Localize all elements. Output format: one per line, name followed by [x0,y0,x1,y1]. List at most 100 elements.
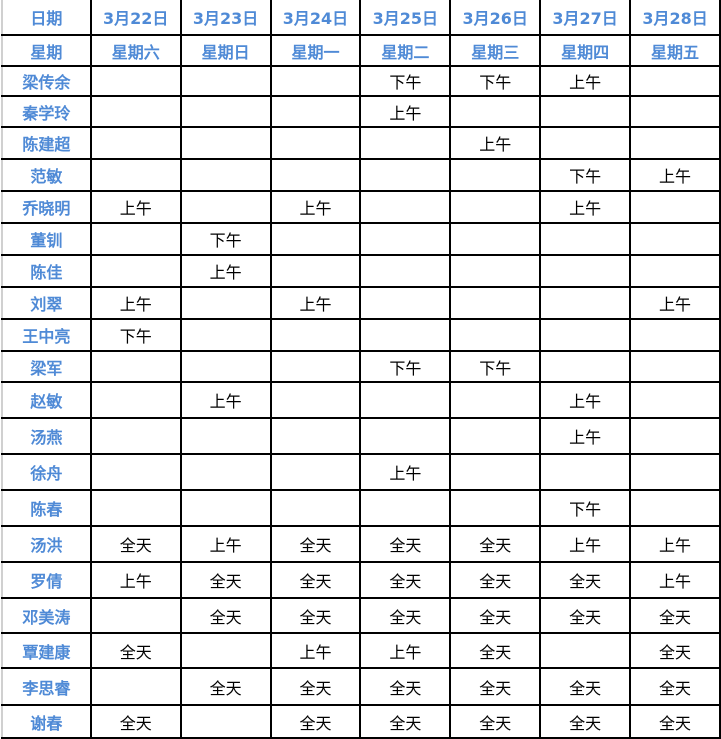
shift-cell[interactable] [89,95,182,128]
shift-cell[interactable] [629,95,721,128]
shift-cell[interactable] [89,489,182,527]
shift-cell[interactable] [629,318,721,352]
shift-cell[interactable] [179,318,272,352]
shift-cell[interactable]: 全天 [269,597,362,634]
shift-cell[interactable]: 全天 [629,632,721,669]
shift-cell[interactable] [359,417,452,455]
shift-cell[interactable]: 全天 [89,632,182,669]
shift-cell[interactable]: 全天 [539,704,632,739]
shift-cell[interactable] [269,158,362,192]
shift-cell[interactable] [449,222,542,256]
shift-cell[interactable]: 下午 [359,65,452,97]
shift-cell[interactable]: 全天 [269,525,362,563]
shift-cell[interactable]: 全天 [449,597,542,634]
shift-cell[interactable] [269,65,362,97]
shift-cell[interactable] [179,632,272,669]
shift-cell[interactable] [629,350,721,383]
shift-cell[interactable]: 上午 [179,381,272,419]
shift-cell[interactable] [269,417,362,455]
shift-cell[interactable] [449,254,542,288]
shift-cell[interactable]: 上午 [539,190,632,224]
shift-cell[interactable] [269,254,362,288]
shift-cell[interactable]: 上午 [629,286,721,320]
shift-cell[interactable]: 全天 [629,667,721,706]
shift-cell[interactable]: 全天 [89,525,182,563]
shift-cell[interactable] [359,222,452,256]
shift-cell[interactable]: 全天 [269,561,362,599]
shift-cell[interactable]: 全天 [449,561,542,599]
shift-cell[interactable] [89,222,182,256]
shift-cell[interactable]: 上午 [629,158,721,192]
shift-cell[interactable] [449,417,542,455]
shift-cell[interactable] [449,381,542,419]
shift-cell[interactable]: 上午 [539,381,632,419]
shift-cell[interactable]: 全天 [179,667,272,706]
shift-cell[interactable]: 上午 [89,190,182,224]
shift-cell[interactable]: 上午 [539,65,632,97]
shift-cell[interactable] [89,381,182,419]
shift-cell[interactable]: 上午 [359,632,452,669]
shift-cell[interactable]: 上午 [539,417,632,455]
shift-cell[interactable] [449,453,542,491]
shift-cell[interactable] [269,95,362,128]
shift-cell[interactable] [449,190,542,224]
shift-cell[interactable]: 上午 [89,286,182,320]
shift-cell[interactable] [179,417,272,455]
shift-cell[interactable] [539,126,632,160]
shift-cell[interactable] [539,350,632,383]
shift-cell[interactable]: 上午 [269,286,362,320]
shift-cell[interactable] [359,489,452,527]
shift-cell[interactable] [359,126,452,160]
shift-cell[interactable] [539,95,632,128]
shift-cell[interactable]: 下午 [539,489,632,527]
shift-cell[interactable]: 下午 [539,158,632,192]
shift-cell[interactable] [179,704,272,739]
shift-cell[interactable]: 上午 [449,126,542,160]
shift-cell[interactable] [179,158,272,192]
shift-cell[interactable]: 上午 [359,453,452,491]
shift-cell[interactable]: 全天 [449,525,542,563]
shift-cell[interactable]: 全天 [539,561,632,599]
shift-cell[interactable]: 上午 [629,525,721,563]
shift-cell[interactable]: 下午 [179,222,272,256]
shift-cell[interactable]: 全天 [359,704,452,739]
shift-cell[interactable]: 全天 [179,597,272,634]
shift-cell[interactable]: 上午 [359,95,452,128]
shift-cell[interactable] [89,350,182,383]
shift-cell[interactable] [269,222,362,256]
shift-cell[interactable] [269,350,362,383]
shift-cell[interactable]: 全天 [449,632,542,669]
shift-cell[interactable] [449,489,542,527]
shift-cell[interactable] [89,417,182,455]
shift-cell[interactable] [539,632,632,669]
shift-cell[interactable] [179,190,272,224]
shift-cell[interactable] [359,286,452,320]
shift-cell[interactable] [359,158,452,192]
shift-cell[interactable] [359,190,452,224]
shift-cell[interactable] [179,95,272,128]
shift-cell[interactable]: 全天 [539,667,632,706]
shift-cell[interactable] [359,254,452,288]
shift-cell[interactable] [449,286,542,320]
shift-cell[interactable] [539,286,632,320]
shift-cell[interactable]: 全天 [449,667,542,706]
shift-cell[interactable]: 全天 [359,597,452,634]
shift-cell[interactable] [539,222,632,256]
shift-cell[interactable]: 全天 [629,597,721,634]
shift-cell[interactable] [179,286,272,320]
shift-cell[interactable] [539,318,632,352]
shift-cell[interactable]: 全天 [629,704,721,739]
shift-cell[interactable]: 全天 [269,704,362,739]
shift-cell[interactable] [629,222,721,256]
shift-cell[interactable] [179,489,272,527]
shift-cell[interactable] [89,597,182,634]
shift-cell[interactable]: 全天 [269,667,362,706]
shift-cell[interactable] [629,65,721,97]
shift-cell[interactable] [269,318,362,352]
shift-cell[interactable] [89,158,182,192]
shift-cell[interactable] [179,65,272,97]
shift-cell[interactable] [449,318,542,352]
shift-cell[interactable]: 全天 [449,704,542,739]
shift-cell[interactable] [359,381,452,419]
shift-cell[interactable] [89,126,182,160]
